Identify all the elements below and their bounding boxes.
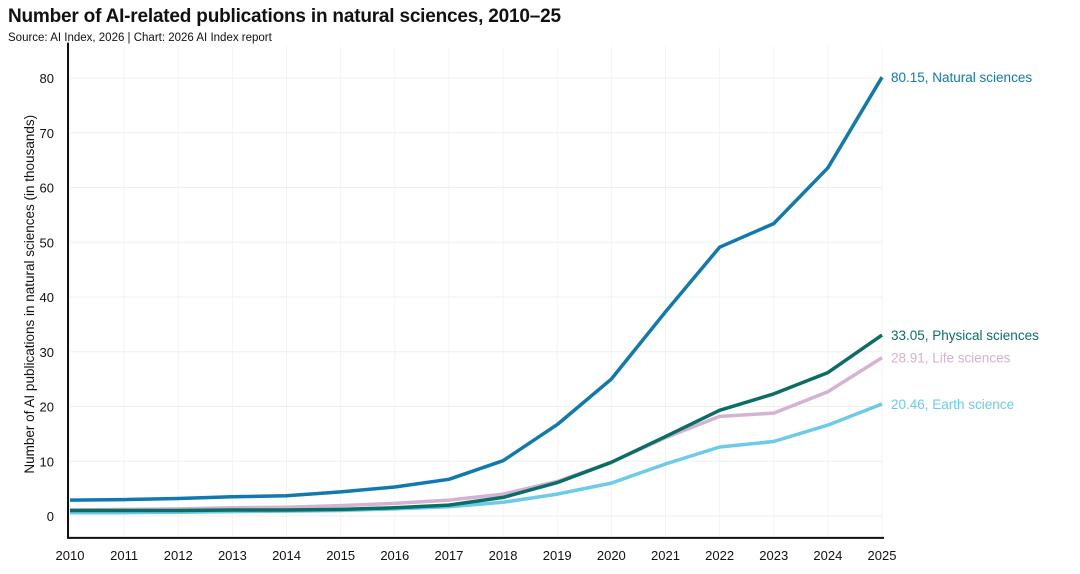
x-tick-label: 2018 [489,548,518,563]
y-tick-label: 30 [40,345,54,360]
series-line-natural-sciences [69,76,884,502]
x-tick-label: 2020 [597,548,626,563]
y-tick-label: 0 [47,509,54,524]
y-tick-label: 60 [40,181,54,196]
y-tick-label: 80 [40,71,54,86]
x-tick-label: 2022 [705,548,734,563]
x-tick-label: 2012 [164,548,193,563]
series-line-physical-sciences [70,333,883,513]
x-tick-label: 2010 [56,548,85,563]
series-line-life-sciences [69,356,883,512]
x-tick-label: 2017 [434,548,463,563]
end-label: 80.15, Natural sciences [891,70,1032,85]
x-tick-label: 2011 [110,548,138,563]
end-label: 20.46, Earth science [891,397,1014,412]
x-tick-label: 2024 [813,548,842,563]
x-tick-label: 2023 [759,548,788,563]
chart-subtitle: Source: AI Index, 2026 | Chart: 2026 AI … [8,32,272,44]
y-tick-label: 70 [40,126,54,141]
x-tick-label: 2025 [868,548,897,563]
x-tick-label: 2021 [651,548,680,563]
x-tick-label: 2015 [326,548,355,563]
y-tick-label: 40 [40,290,54,305]
end-label: 28.91, Life sciences [891,351,1011,366]
x-tick-label: 2019 [543,548,572,563]
x-tick-label: 2013 [218,548,247,563]
chart-title: Number of AI-related publications in nat… [8,6,561,27]
y-tick-label: 50 [40,235,54,250]
x-tick-label: 2016 [380,548,409,563]
y-axis-label: Number of AI publications in natural sci… [22,115,37,474]
y-tick-label: 20 [40,400,54,415]
end-label: 33.05, Physical sciences [891,328,1039,343]
y-tick-label: 10 [40,454,54,469]
x-tick-label: 2014 [272,548,301,563]
